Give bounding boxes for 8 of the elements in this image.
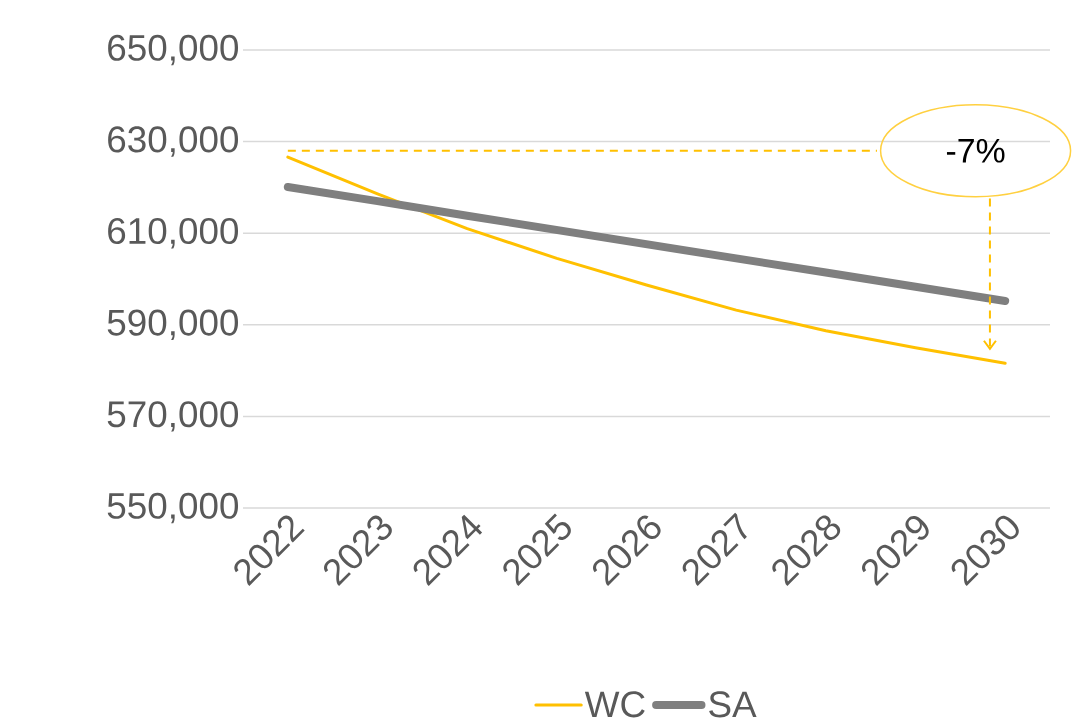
y-tick-label: 630,000	[108, 126, 239, 157]
y-tick-label: 610,000	[108, 217, 239, 249]
y-tick-label: 570,000	[107, 401, 239, 432]
legend-label: WC	[584, 691, 645, 718]
y-tick-label: 650,000	[108, 34, 239, 66]
y-tick-label: 590,000	[107, 309, 239, 341]
annotation: -7%	[946, 138, 1005, 163]
legend-label: SA	[709, 691, 757, 718]
